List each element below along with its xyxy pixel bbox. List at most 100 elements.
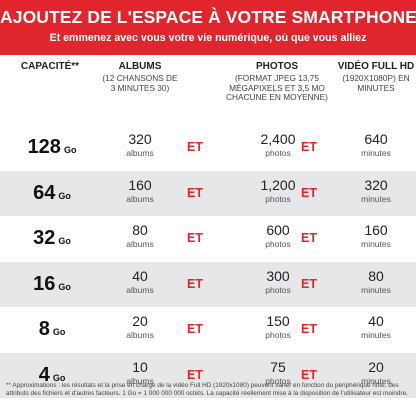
- banner-title: AJOUTEZ DE L'ESPACE À VOTRE SMARTPHONE: [0, 7, 416, 27]
- header-video-sublabel: (1920X1080P) EN MINUTES: [342, 73, 410, 93]
- header-albums-sublabel: (12 CHANSONS DE 3 MINUTES 30): [102, 73, 178, 93]
- capacity-cell: 16 Go: [14, 262, 90, 308]
- minutes-cell: 80 minutes: [336, 268, 416, 295]
- albums-unit: albums: [126, 284, 154, 295]
- minutes-value: 320: [364, 176, 388, 193]
- header-photos-sublabel: (FORMAT JPEG 13,75 MÉGAPIXELS ET 3,5 MO …: [226, 73, 328, 102]
- capacity-unit: Go: [58, 281, 71, 292]
- header-video-label: VIDÉO FULL HD: [337, 61, 415, 72]
- photos-unit: photos: [265, 148, 291, 158]
- photos-cell: 75 photos: [238, 359, 318, 386]
- capacity-unit: Go: [63, 145, 77, 155]
- minutes-unit: minutes: [361, 193, 391, 204]
- table-row: 4 Go 10 albums ET 75 photos ET 20 minutes: [0, 352, 416, 399]
- photos-unit: photos: [265, 193, 291, 204]
- capacity-cell: 128 Go: [14, 125, 90, 171]
- minutes-cell: 640 minutes: [336, 131, 416, 158]
- header-photos-label: PHOTOS: [255, 61, 299, 72]
- albums-cell: 80 albums: [100, 222, 180, 249]
- et-label: ET: [187, 367, 203, 382]
- albums-value: 320: [128, 131, 152, 147]
- albums-value: 80: [132, 222, 148, 238]
- photos-cell: 300 photos: [238, 268, 318, 295]
- photos-value: 75: [270, 358, 286, 375]
- header-albums-label: ALBUMS: [118, 61, 162, 72]
- minutes-unit: minutes: [361, 375, 391, 386]
- photos-cell: 600 photos: [238, 222, 318, 249]
- albums-unit: albums: [126, 148, 154, 158]
- header-albums: ALBUMS (12 CHANSONS DE 3 MINUTES 30): [100, 60, 180, 93]
- header-photos: PHOTOS (FORMAT JPEG 13,75 MÉGAPIXELS ET …: [218, 60, 336, 103]
- et-label: ET: [187, 231, 203, 245]
- capacity-cell: 4 Go: [14, 353, 90, 399]
- minutes-cell: 160 minutes: [336, 222, 416, 249]
- photos-value: 300: [266, 267, 290, 284]
- photos-unit: photos: [265, 330, 291, 340]
- et-label: ET: [301, 185, 317, 200]
- header-banner: AJOUTEZ DE L'ESPACE À VOTRE SMARTPHONE E…: [0, 0, 416, 55]
- capacity-value: 16: [33, 272, 56, 295]
- albums-cell: 160 albums: [100, 177, 180, 204]
- table-row: 16 Go 40 albums ET 300 photos ET 80 minutes: [0, 261, 416, 308]
- albums-unit: albums: [126, 239, 154, 249]
- capacity-cell: 64 Go: [14, 171, 90, 217]
- et-label: ET: [301, 276, 317, 291]
- minutes-unit: minutes: [361, 284, 391, 295]
- footnote: ** Approximations : les résultats et la …: [6, 382, 408, 398]
- capacity-unit: Go: [58, 236, 71, 246]
- table-row: 64 Go 160 albums ET 1,200 photos ET 320 minutes: [0, 170, 416, 217]
- albums-cell: 20 albums: [100, 313, 180, 340]
- minutes-unit: minutes: [361, 330, 391, 340]
- albums-cell: 40 albums: [100, 268, 180, 295]
- capacity-unit: Go: [52, 327, 66, 337]
- capacity-value: 64: [33, 181, 56, 204]
- albums-value: 160: [128, 176, 152, 193]
- minutes-cell: 320 minutes: [336, 177, 416, 204]
- minutes-value: 640: [364, 131, 388, 147]
- capacity-value: 128: [27, 136, 61, 158]
- banner-subtitle: Et emmenez avec vous votre vie numérique…: [49, 32, 367, 44]
- et-label: ET: [301, 140, 317, 154]
- minutes-value: 40: [368, 313, 384, 329]
- et-label: ET: [187, 185, 203, 200]
- minutes-value: 20: [368, 358, 384, 375]
- header-video: VIDÉO FULL HD (1920X1080P) EN MINUTES: [336, 60, 416, 93]
- photos-unit: photos: [265, 284, 291, 295]
- et-label: ET: [301, 231, 317, 245]
- minutes-value: 160: [364, 222, 388, 238]
- table-row: 32 Go 80 albums ET 600 photos ET 160 minutes: [0, 216, 416, 262]
- et-label: ET: [187, 322, 203, 336]
- capacity-unit: Go: [58, 190, 71, 201]
- et-label: ET: [187, 140, 203, 154]
- minutes-unit: minutes: [361, 148, 391, 158]
- photos-value: 600: [266, 222, 290, 238]
- photos-cell: 150 photos: [238, 313, 318, 340]
- albums-value: 10: [132, 358, 148, 375]
- capacity-cell: 32 Go: [14, 216, 90, 262]
- capacity-value: 32: [33, 227, 56, 249]
- capacity-unit: Go: [52, 372, 66, 383]
- et-label: ET: [187, 276, 203, 291]
- albums-value: 40: [132, 267, 148, 284]
- albums-cell: 320 albums: [100, 131, 180, 158]
- albums-cell: 10 albums: [100, 359, 180, 386]
- et-label: ET: [301, 322, 317, 336]
- albums-unit: albums: [126, 330, 154, 340]
- photos-value: 1,200: [260, 176, 296, 193]
- capacity-value: 8: [38, 318, 50, 340]
- albums-value: 20: [132, 313, 148, 329]
- et-label: ET: [301, 367, 317, 382]
- column-headers: CAPACITÉ** ALBUMS (12 CHANSONS DE 3 MINU…: [0, 60, 416, 120]
- minutes-value: 80: [368, 267, 384, 284]
- capacity-table: 128 Go 320 albums ET 2,400 photos ET 640 minutes 6…: [0, 125, 416, 398]
- photos-unit: photos: [265, 239, 291, 249]
- photos-value: 2,400: [260, 131, 296, 147]
- header-capacity-label: CAPACITÉ**: [20, 61, 80, 72]
- photos-cell: 2,400 photos: [238, 131, 318, 158]
- photos-cell: 1,200 photos: [238, 177, 318, 204]
- header-capacity: CAPACITÉ**: [8, 60, 92, 73]
- capacity-value: 4: [38, 363, 50, 386]
- minutes-unit: minutes: [361, 239, 391, 249]
- albums-unit: albums: [126, 193, 154, 204]
- albums-unit: albums: [126, 375, 154, 386]
